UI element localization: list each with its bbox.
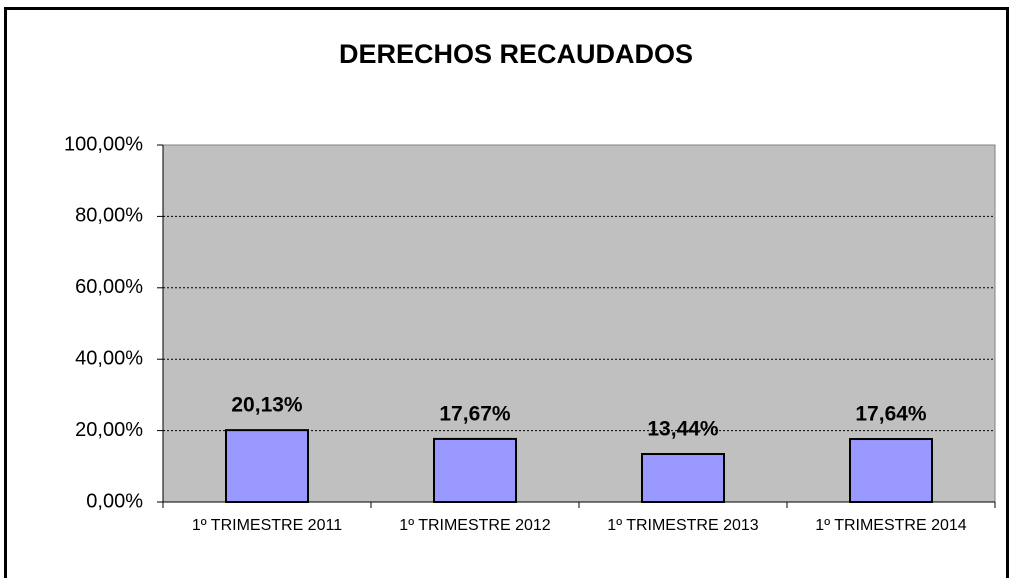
bar [433, 437, 517, 503]
bar [641, 453, 725, 503]
value-label: 13,44% [647, 418, 719, 441]
y-tick-label: 40,00% [75, 347, 143, 369]
y-tick-label: 80,00% [75, 205, 143, 227]
y-tick-label: 100,00% [64, 133, 143, 155]
x-tick-label: 1º TRIMESTRE 2013 [607, 517, 758, 534]
value-label: 17,67% [439, 402, 511, 425]
bar [225, 429, 309, 503]
y-tick-label: 20,00% [75, 419, 143, 441]
x-tick-label: 1º TRIMESTRE 2012 [399, 517, 550, 534]
y-tick-label: 60,00% [75, 276, 143, 298]
y-tick-label: 0,00% [86, 490, 143, 512]
chart-title: DERECHOS RECAUDADOS [339, 39, 693, 69]
bar [849, 438, 933, 504]
x-tick-label: 1º TRIMESTRE 2011 [192, 517, 342, 534]
chart-border [4, 7, 1009, 578]
value-label: 17,64% [855, 403, 927, 426]
value-label: 20,13% [231, 394, 303, 417]
x-tick-label: 1º TRIMESTRE 2014 [815, 517, 966, 534]
